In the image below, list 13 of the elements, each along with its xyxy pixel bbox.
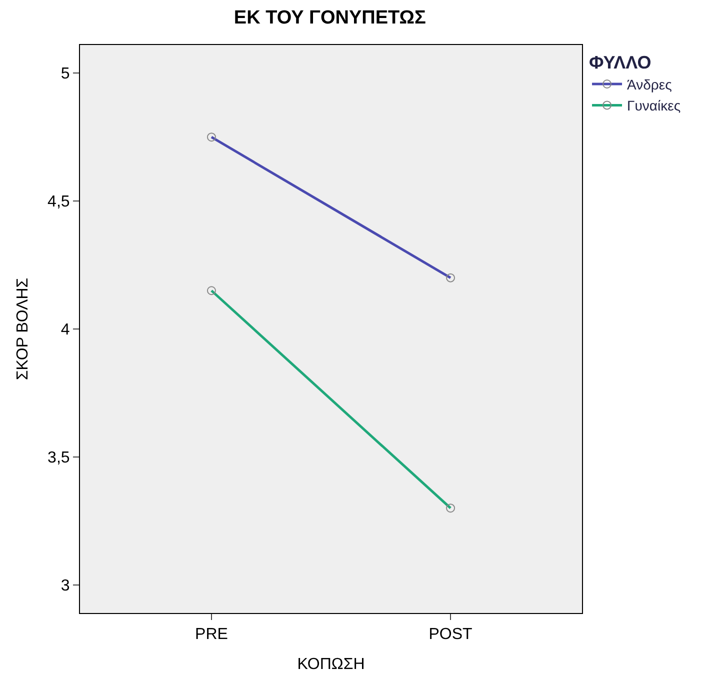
x-axis-title: ΚΟΠΩΣΗ [297, 656, 365, 673]
chart-title: ΕΚ ΤΟΥ ΓΟΝΥΠΕΤΩΣ [234, 8, 426, 29]
y-tick-label: 3,5 [48, 450, 70, 467]
y-axis-title: ΣΚΟΡ ΒΟΛΗΣ [14, 278, 32, 380]
legend-label: Άνδρες [627, 76, 672, 92]
y-tick-label: 4,5 [48, 194, 70, 211]
y-tick-label: 4 [60, 322, 70, 339]
y-tick-label: 3 [60, 577, 70, 594]
x-tick-label: POST [428, 626, 473, 644]
legend-title: ΦΥΛΛΟ [589, 52, 652, 72]
x-tick-label: PRE [195, 626, 228, 644]
y-tick-label: 5 [60, 66, 70, 83]
legend-label: Γυναίκες [627, 98, 681, 114]
